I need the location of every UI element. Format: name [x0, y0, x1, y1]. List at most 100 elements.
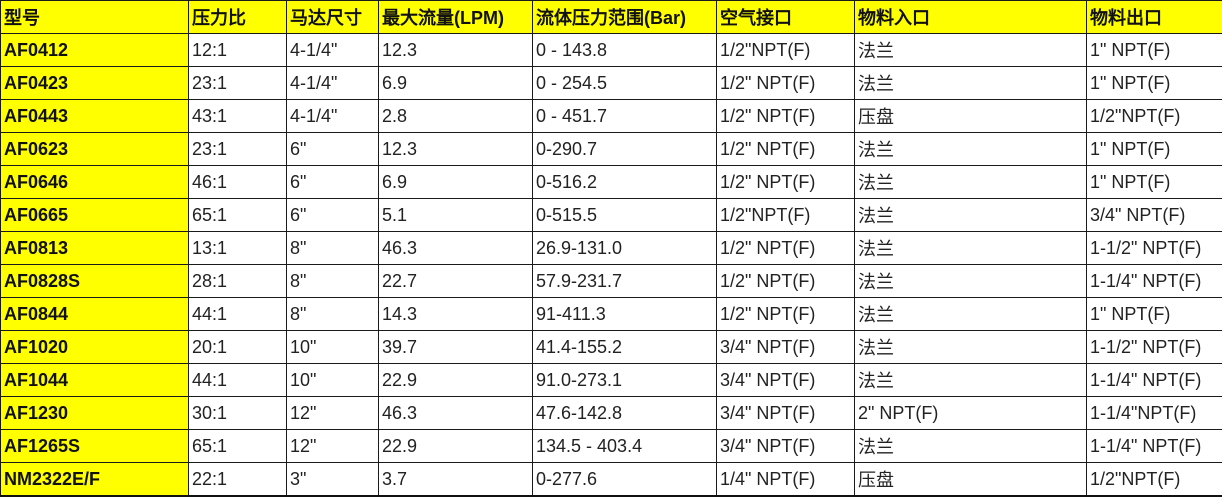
cell-material-outlet: 1" NPT(F): [1086, 132, 1222, 166]
cell-material-outlet: 3/4" NPT(F): [1086, 198, 1222, 232]
cell-model: AF0813: [0, 231, 189, 265]
cell-motor-size: 12": [286, 396, 379, 430]
cell-pressure-ratio: 46:1: [188, 165, 287, 199]
cell-pressure-ratio: 65:1: [188, 198, 287, 232]
cell-model: AF0423: [0, 66, 189, 100]
cell-model: AF1265S: [0, 429, 189, 463]
header-row: 型号 压力比 马达尺寸 最大流量(LPM) 流体压力范围(Bar) 空气接口 物料入口 物料出…: [0, 0, 1222, 34]
cell-max-flow: 46.3: [378, 396, 533, 430]
cell-material-inlet: 法兰: [854, 330, 1087, 364]
table-row: NM2322E/F 22:1 3" 3.7 0-277.6 1/4" NPT(F) 压盘 1/…: [0, 462, 1222, 497]
table-row: AF0844 44:1 8" 14.3 91-411.3 1/2" NPT(F) 法兰 1" …: [0, 297, 1222, 331]
cell-air-inlet: 1/4" NPT(F): [716, 462, 855, 497]
cell-max-flow: 12.3: [378, 33, 533, 67]
cell-material-inlet: 2" NPT(F): [854, 396, 1087, 430]
cell-pressure-ratio: 20:1: [188, 330, 287, 364]
cell-model: AF0828S: [0, 264, 189, 298]
cell-max-flow: 3.7: [378, 462, 533, 497]
cell-air-inlet: 1/2"NPT(F): [716, 33, 855, 67]
header-pressure-ratio: 压力比: [188, 0, 287, 34]
cell-max-flow: 14.3: [378, 297, 533, 331]
cell-fluid-pressure-range: 91-411.3: [532, 297, 717, 331]
table-row: AF0412 12:1 4-1/4" 12.3 0 - 143.8 1/2"NPT(F) 法…: [0, 33, 1222, 67]
cell-pressure-ratio: 12:1: [188, 33, 287, 67]
cell-model: AF0646: [0, 165, 189, 199]
cell-model: AF0443: [0, 99, 189, 133]
cell-fluid-pressure-range: 91.0-273.1: [532, 363, 717, 397]
cell-motor-size: 4-1/4": [286, 33, 379, 67]
cell-motor-size: 3": [286, 462, 379, 497]
cell-air-inlet: 1/2" NPT(F): [716, 264, 855, 298]
cell-pressure-ratio: 23:1: [188, 132, 287, 166]
cell-max-flow: 46.3: [378, 231, 533, 265]
cell-max-flow: 22.9: [378, 429, 533, 463]
cell-model: AF0665: [0, 198, 189, 232]
cell-air-inlet: 1/2" NPT(F): [716, 231, 855, 265]
cell-air-inlet: 1/2"NPT(F): [716, 198, 855, 232]
cell-pressure-ratio: 44:1: [188, 363, 287, 397]
cell-pressure-ratio: 28:1: [188, 264, 287, 298]
cell-motor-size: 6": [286, 165, 379, 199]
cell-max-flow: 39.7: [378, 330, 533, 364]
cell-fluid-pressure-range: 0-277.6: [532, 462, 717, 497]
cell-fluid-pressure-range: 26.9-131.0: [532, 231, 717, 265]
cell-model: AF0844: [0, 297, 189, 331]
cell-air-inlet: 3/4" NPT(F): [716, 363, 855, 397]
cell-max-flow: 6.9: [378, 66, 533, 100]
cell-material-outlet: 1" NPT(F): [1086, 297, 1222, 331]
cell-material-inlet: 法兰: [854, 363, 1087, 397]
cell-air-inlet: 1/2" NPT(F): [716, 165, 855, 199]
cell-fluid-pressure-range: 41.4-155.2: [532, 330, 717, 364]
cell-fluid-pressure-range: 57.9-231.7: [532, 264, 717, 298]
cell-motor-size: 10": [286, 363, 379, 397]
cell-motor-size: 10": [286, 330, 379, 364]
table-row: AF0665 65:1 6" 5.1 0-515.5 1/2"NPT(F) 法兰 3/4" N…: [0, 198, 1222, 232]
cell-material-inlet: 压盘: [854, 462, 1087, 497]
cell-model: AF1020: [0, 330, 189, 364]
cell-pressure-ratio: 23:1: [188, 66, 287, 100]
cell-material-outlet: 1/2"NPT(F): [1086, 99, 1222, 133]
cell-model: AF1230: [0, 396, 189, 430]
cell-motor-size: 8": [286, 297, 379, 331]
cell-fluid-pressure-range: 0-515.5: [532, 198, 717, 232]
cell-material-outlet: 1/2"NPT(F): [1086, 462, 1222, 497]
cell-material-inlet: 法兰: [854, 198, 1087, 232]
cell-air-inlet: 1/2" NPT(F): [716, 66, 855, 100]
cell-material-inlet: 法兰: [854, 132, 1087, 166]
cell-motor-size: 8": [286, 231, 379, 265]
cell-material-inlet: 法兰: [854, 165, 1087, 199]
cell-material-outlet: 1-1/4" NPT(F): [1086, 429, 1222, 463]
cell-fluid-pressure-range: 0 - 451.7: [532, 99, 717, 133]
cell-pressure-ratio: 22:1: [188, 462, 287, 497]
cell-material-inlet: 法兰: [854, 33, 1087, 67]
table-row: AF0623 23:1 6" 12.3 0-290.7 1/2" NPT(F) 法兰 1" N…: [0, 132, 1222, 166]
header-material-outlet: 物料出口: [1086, 0, 1222, 34]
table-row: AF0813 13:1 8" 46.3 26.9-131.0 1/2" NPT(F) 法兰 1…: [0, 231, 1222, 265]
header-air-inlet: 空气接口: [716, 0, 855, 34]
cell-fluid-pressure-range: 134.5 - 403.4: [532, 429, 717, 463]
cell-material-outlet: 1" NPT(F): [1086, 66, 1222, 100]
table-row: AF0646 46:1 6" 6.9 0-516.2 1/2" NPT(F) 法兰 1" NP…: [0, 165, 1222, 199]
table-row: AF0443 43:1 4-1/4" 2.8 0 - 451.7 1/2" NPT(F) 压…: [0, 99, 1222, 133]
table-row: AF1020 20:1 10" 39.7 41.4-155.2 3/4" NPT(F) 法兰…: [0, 330, 1222, 364]
cell-pressure-ratio: 43:1: [188, 99, 287, 133]
table-row: AF1265S 65:1 12" 22.9 134.5 - 403.4 3/4" NPT(…: [0, 429, 1222, 463]
cell-air-inlet: 3/4" NPT(F): [716, 429, 855, 463]
header-model: 型号: [0, 0, 189, 34]
cell-fluid-pressure-range: 0-290.7: [532, 132, 717, 166]
cell-air-inlet: 3/4" NPT(F): [716, 330, 855, 364]
cell-material-outlet: 1-1/2" NPT(F): [1086, 330, 1222, 364]
header-max-flow: 最大流量(LPM): [378, 0, 533, 34]
table-row: AF0423 23:1 4-1/4" 6.9 0 - 254.5 1/2" NPT(F) 法…: [0, 66, 1222, 100]
cell-material-outlet: 1" NPT(F): [1086, 33, 1222, 67]
cell-material-inlet: 法兰: [854, 429, 1087, 463]
cell-max-flow: 6.9: [378, 165, 533, 199]
cell-motor-size: 8": [286, 264, 379, 298]
cell-max-flow: 5.1: [378, 198, 533, 232]
table-row: AF1230 30:1 12" 46.3 47.6-142.8 3/4" NPT(F) 2"…: [0, 396, 1222, 430]
cell-material-outlet: 1-1/4"NPT(F): [1086, 396, 1222, 430]
cell-pressure-ratio: 30:1: [188, 396, 287, 430]
cell-material-outlet: 1" NPT(F): [1086, 165, 1222, 199]
cell-material-inlet: 法兰: [854, 231, 1087, 265]
cell-max-flow: 22.9: [378, 363, 533, 397]
